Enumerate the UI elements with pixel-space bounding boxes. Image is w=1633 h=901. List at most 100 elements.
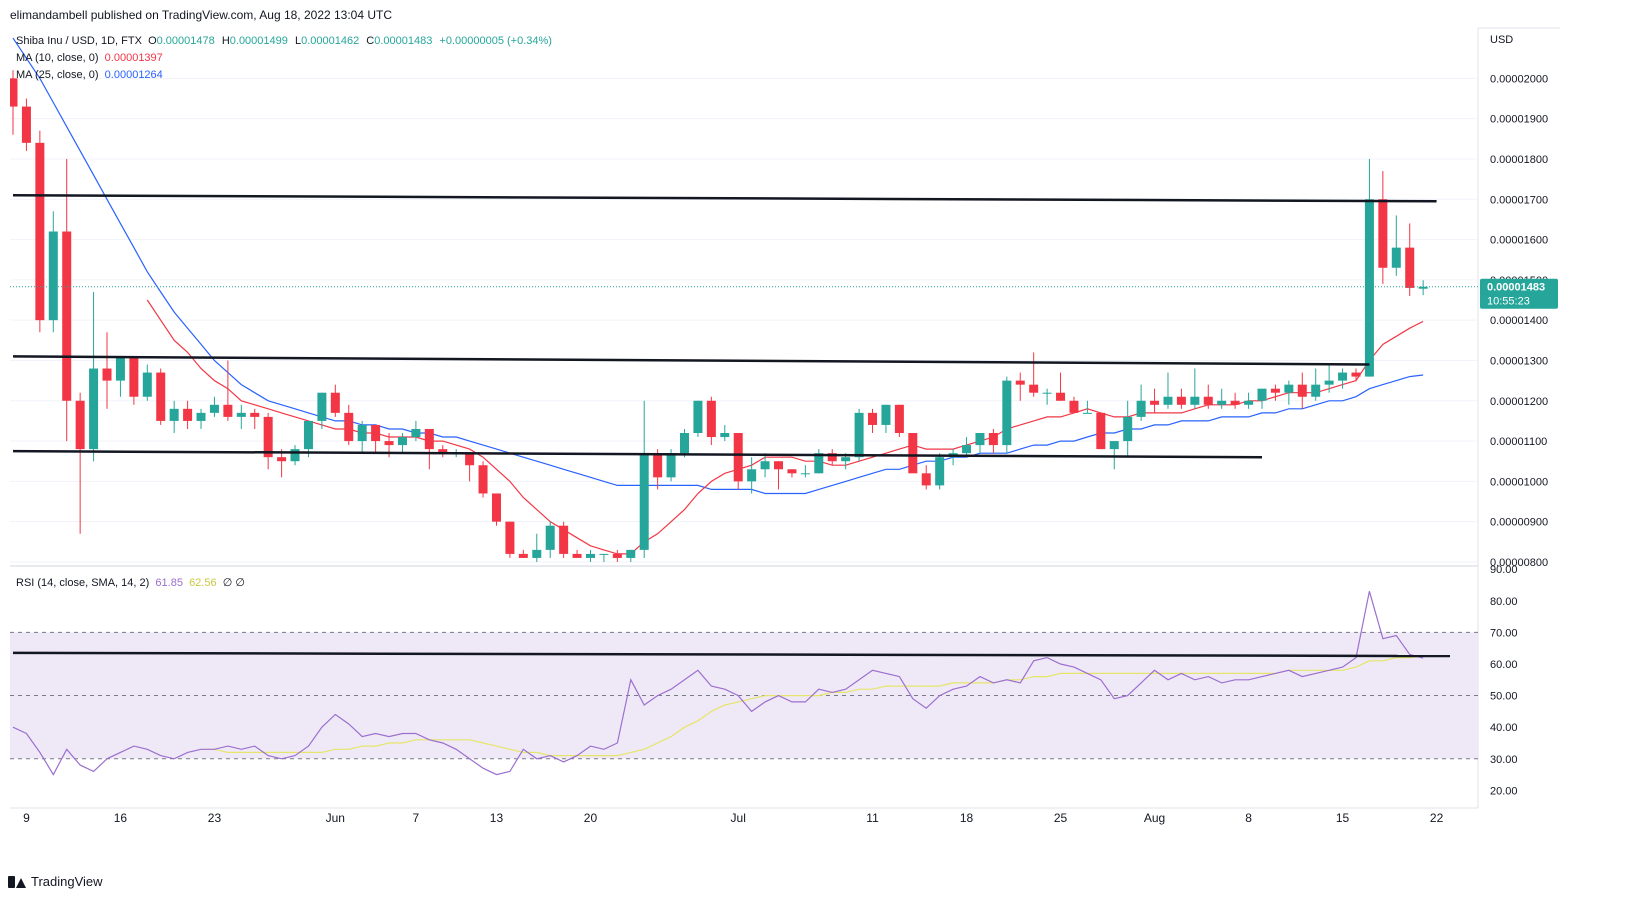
legend-rsi-sma-value: 62.56 bbox=[189, 577, 217, 589]
candle-body bbox=[545, 525, 555, 550]
candle-body bbox=[572, 553, 582, 558]
candle-body bbox=[10, 78, 18, 107]
candle-body bbox=[733, 433, 743, 482]
candle-body bbox=[317, 392, 327, 421]
price-tick-label: 0.00001800 bbox=[1490, 154, 1548, 166]
legend-open: 0.00001478 bbox=[156, 35, 215, 47]
candle-body bbox=[1311, 384, 1321, 397]
legend-l-label: L bbox=[294, 35, 302, 47]
price-tag-value: 0.00001483 bbox=[1487, 282, 1545, 294]
publisher-line: elimandambell published on TradingView.c… bbox=[10, 8, 393, 22]
tradingview-logo[interactable]: TradingView bbox=[8, 874, 103, 889]
candle-body bbox=[1082, 412, 1092, 414]
legend-ma10: MA (10, close, 0) 0.00001397 bbox=[16, 52, 163, 64]
candle-body bbox=[129, 356, 139, 397]
candle-body bbox=[1418, 286, 1428, 289]
candle-body bbox=[1150, 400, 1160, 405]
candle-body bbox=[48, 231, 58, 321]
candle-body bbox=[599, 553, 609, 555]
candle-body bbox=[680, 433, 689, 454]
ma10-line bbox=[146, 299, 1424, 555]
candle-body bbox=[1163, 396, 1173, 405]
candle-body bbox=[1244, 400, 1254, 405]
candle-body bbox=[1284, 384, 1294, 393]
time-tick-label: 22 bbox=[1430, 811, 1444, 825]
candle-body bbox=[868, 412, 878, 425]
legend-h-label: H bbox=[221, 35, 230, 47]
candle-body bbox=[1257, 388, 1267, 401]
legend-high: 0.00001499 bbox=[229, 35, 288, 47]
trendline bbox=[12, 449, 1262, 459]
rsi-tick-label: 50.00 bbox=[1490, 691, 1518, 703]
rsi-trendline bbox=[12, 651, 1451, 658]
legend-rsi: RSI (14, close, SMA, 14, 2) 61.85 62.56 … bbox=[16, 576, 245, 589]
price-tick-label: 0.00000900 bbox=[1490, 517, 1548, 529]
time-tick-label: Jul bbox=[731, 811, 746, 825]
time-tick-label: 15 bbox=[1336, 811, 1350, 825]
rsi-tick-label: 80.00 bbox=[1490, 596, 1518, 608]
price-pane[interactable] bbox=[9, 37, 1479, 562]
candle-body bbox=[975, 433, 985, 446]
price-tag-countdown: 10:55:23 bbox=[1487, 296, 1530, 308]
candle-body bbox=[1029, 384, 1039, 393]
candle-body bbox=[1338, 372, 1348, 381]
time-tick-label: Jun bbox=[326, 811, 345, 825]
time-tick-label: Aug bbox=[1144, 811, 1165, 825]
price-tick-label: 0.00000800 bbox=[1490, 557, 1548, 569]
candle-body bbox=[330, 392, 340, 413]
candle-body bbox=[209, 404, 219, 413]
time-tick-label: 16 bbox=[114, 811, 128, 825]
rsi-pane[interactable] bbox=[12, 591, 1451, 776]
legend-symbol: Shiba Inu / USD, 1D, FTX bbox=[16, 35, 142, 47]
price-tick-label: 0.00002000 bbox=[1490, 73, 1548, 85]
candle-body bbox=[263, 416, 273, 458]
candle-body bbox=[706, 400, 716, 438]
candle-body bbox=[747, 469, 757, 482]
legend-change: +0.00000005 (+0.34%) bbox=[439, 35, 552, 47]
candle-body bbox=[1378, 199, 1388, 268]
candle-body bbox=[438, 449, 448, 454]
candle-body bbox=[1069, 400, 1079, 413]
candle-body bbox=[518, 553, 528, 558]
legend-rsi-value: 61.85 bbox=[155, 577, 183, 589]
candle-body bbox=[75, 400, 85, 450]
candle-body bbox=[585, 553, 595, 558]
legend-ma10-value: 0.00001397 bbox=[104, 52, 163, 64]
time-tick-label: 13 bbox=[490, 811, 504, 825]
candle-body bbox=[760, 461, 770, 470]
currency-label: USD bbox=[1490, 34, 1513, 46]
candle-body bbox=[424, 428, 434, 450]
candle-body bbox=[156, 372, 166, 421]
candle-body bbox=[720, 433, 730, 438]
legend-low: 0.00001462 bbox=[301, 35, 360, 47]
candle-body bbox=[854, 412, 864, 458]
candle-body bbox=[1056, 392, 1066, 401]
legend-close: 0.00001483 bbox=[374, 35, 433, 47]
price-tick-label: 0.00001100 bbox=[1490, 436, 1547, 448]
candle-body bbox=[639, 453, 649, 550]
candle-body bbox=[693, 400, 703, 434]
time-tick-label: 8 bbox=[1245, 811, 1252, 825]
candle-body bbox=[357, 424, 367, 442]
price-tick-label: 0.00001000 bbox=[1490, 476, 1548, 488]
candle-body bbox=[1136, 400, 1146, 417]
candle-body bbox=[841, 457, 851, 462]
candle-body bbox=[223, 404, 233, 417]
candle-body bbox=[1176, 396, 1186, 405]
candle-body bbox=[505, 521, 515, 554]
rsi-line bbox=[12, 591, 1424, 776]
candle-body bbox=[183, 408, 193, 421]
rsi-tick-label: 30.00 bbox=[1490, 754, 1518, 766]
candle-body bbox=[814, 453, 824, 474]
candle-body bbox=[1270, 388, 1280, 393]
candle-body bbox=[89, 368, 99, 450]
candle-body bbox=[478, 465, 488, 494]
candle-body bbox=[653, 453, 663, 478]
price-tick-label: 0.00001700 bbox=[1490, 194, 1548, 206]
candle-body bbox=[62, 231, 72, 401]
ma25-line bbox=[12, 37, 1424, 495]
time-tick-label: 9 bbox=[23, 811, 30, 825]
legend-ma10-label: MA (10, close, 0) bbox=[16, 52, 99, 64]
candle-body bbox=[1123, 416, 1133, 442]
